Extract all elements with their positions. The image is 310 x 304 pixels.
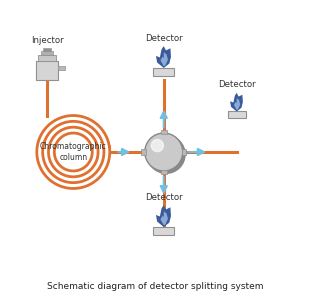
Polygon shape [161, 211, 168, 225]
Polygon shape [234, 98, 240, 110]
Circle shape [145, 133, 183, 171]
Bar [153, 68, 174, 76]
Bar [38, 55, 56, 61]
Text: Detector: Detector [218, 80, 255, 89]
Polygon shape [230, 93, 243, 112]
Circle shape [151, 140, 163, 152]
Bar [58, 67, 64, 70]
Bar [228, 112, 246, 119]
Bar [41, 51, 53, 55]
Text: Chromatographic
column: Chromatographic column [40, 142, 107, 162]
Text: Injector: Injector [31, 36, 63, 45]
Bar [43, 48, 51, 51]
Bar [141, 149, 146, 155]
Text: Detector: Detector [145, 193, 183, 202]
Polygon shape [156, 205, 171, 227]
Polygon shape [161, 52, 168, 66]
Bar [153, 227, 174, 235]
Bar [161, 130, 167, 134]
Text: Detector: Detector [145, 33, 183, 43]
Bar [36, 61, 58, 81]
Circle shape [147, 135, 185, 173]
Text: Schematic diagram of detector splitting system: Schematic diagram of detector splitting … [47, 282, 263, 291]
Polygon shape [156, 46, 171, 68]
Bar [161, 170, 167, 174]
Bar [182, 149, 186, 155]
